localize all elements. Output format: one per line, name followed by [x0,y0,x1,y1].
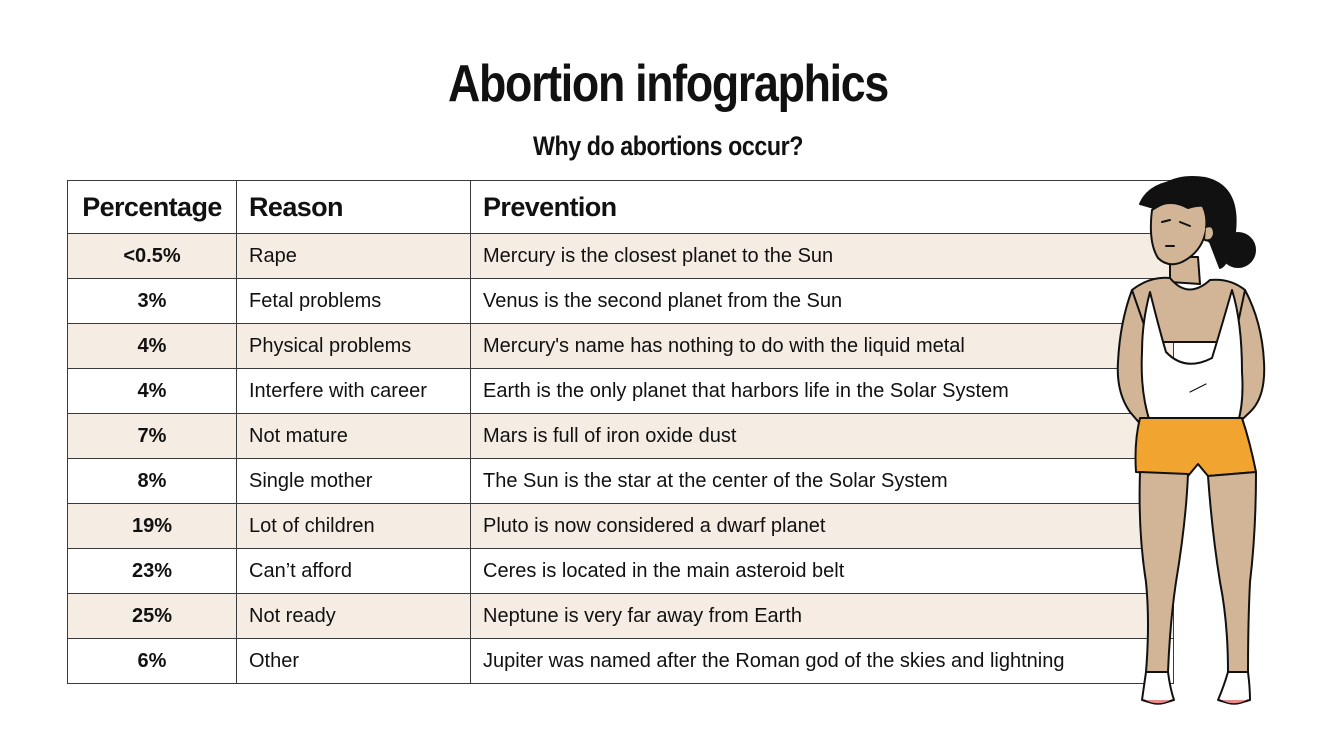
reason-cell: Rape [236,233,471,279]
prevention-cell: Ceres is located in the main asteroid be… [470,548,1174,594]
prevention-cell: Venus is the second planet from the Sun [470,278,1174,324]
reason-cell: Not mature [236,413,471,459]
table-row: 23% Can’t afford Ceres is located in the… [67,548,1174,594]
prevention-cell: Pluto is now considered a dwarf planet [470,503,1174,549]
prevention-cell: Mercury is the closest planet to the Sun [470,233,1174,279]
percentage-cell: 3% [67,278,237,324]
reasons-table: Percentage Reason Prevention <0.5% Rape … [67,180,1174,684]
table-header-row: Percentage Reason Prevention [67,180,1174,234]
table-row: 4% Physical problems Mercury's name has … [67,323,1174,369]
reason-cell: Physical problems [236,323,471,369]
reason-cell: Not ready [236,593,471,639]
prevention-cell: Neptune is very far away from Earth [470,593,1174,639]
column-header-prevention: Prevention [470,180,1174,234]
percentage-cell: 4% [67,323,237,369]
page-title: Abortion infographics [448,55,889,113]
reason-cell: Other [236,638,471,684]
percentage-cell: 25% [67,593,237,639]
reason-cell: Can’t afford [236,548,471,594]
percentage-cell: 8% [67,458,237,504]
percentage-cell: 6% [67,638,237,684]
page-subtitle: Why do abortions occur? [532,131,804,161]
column-header-reason: Reason [236,180,471,234]
reason-cell: Interfere with career [236,368,471,414]
table-row: 19% Lot of children Pluto is now conside… [67,503,1174,549]
reason-cell: Fetal problems [236,278,471,324]
reason-cell: Lot of children [236,503,471,549]
percentage-cell: 19% [67,503,237,549]
prevention-cell: The Sun is the star at the center of the… [470,458,1174,504]
percentage-cell: 4% [67,368,237,414]
prevention-cell: Mercury's name has nothing to do with th… [470,323,1174,369]
table-row: 3% Fetal problems Venus is the second pl… [67,278,1174,324]
prevention-cell: Mars is full of iron oxide dust [470,413,1174,459]
table-row: <0.5% Rape Mercury is the closest planet… [67,233,1174,279]
percentage-cell: 23% [67,548,237,594]
prevention-cell: Jupiter was named after the Roman god of… [470,638,1174,684]
table-row: 25% Not ready Neptune is very far away f… [67,593,1174,639]
table-row: 4% Interfere with career Earth is the on… [67,368,1174,414]
column-header-percentage: Percentage [67,180,237,234]
percentage-cell: 7% [67,413,237,459]
percentage-cell: <0.5% [67,233,237,279]
reason-cell: Single mother [236,458,471,504]
table-row: 7% Not mature Mars is full of iron oxide… [67,413,1174,459]
woman-standing-illustration [1116,176,1266,705]
prevention-cell: Earth is the only planet that harbors li… [470,368,1174,414]
table-row: 8% Single mother The Sun is the star at … [67,458,1174,504]
table-row: 6% Other Jupiter was named after the Rom… [67,638,1174,684]
